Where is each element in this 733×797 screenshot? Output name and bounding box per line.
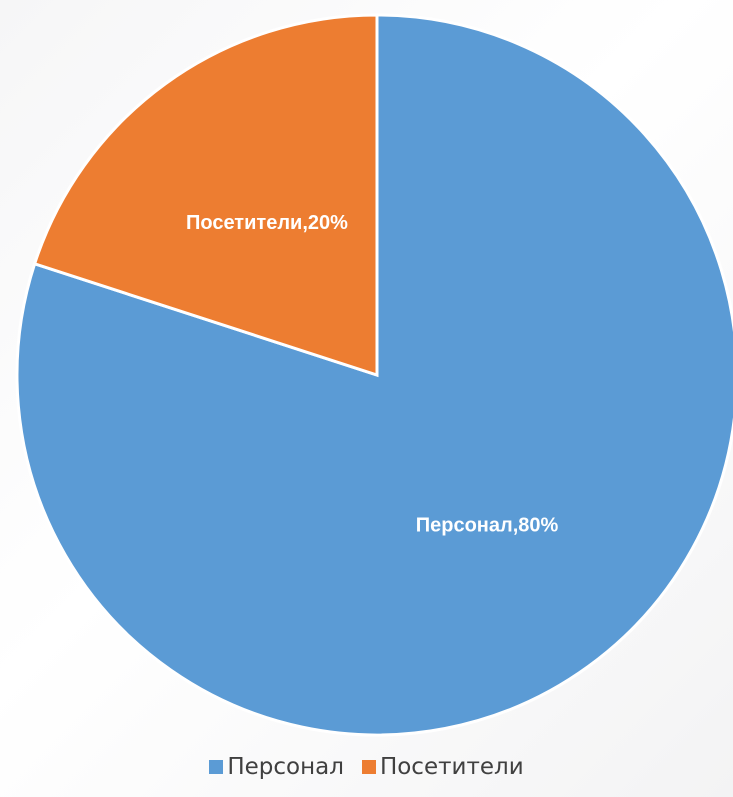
pie-rim <box>16 14 733 736</box>
legend-swatch-visitors <box>361 760 376 774</box>
slice-label-visitors: Посетители,20% <box>186 212 348 234</box>
legend-swatch-personnel <box>209 760 224 774</box>
legend-item-visitors: Посетители <box>361 754 524 780</box>
legend-label-personnel: Персонал <box>227 754 344 780</box>
pie-chart: Персонал,80% Посетители,20% <box>15 13 733 737</box>
chart-legend: Персонал Посетители <box>0 754 733 780</box>
legend-label-visitors: Посетители <box>379 754 524 780</box>
slice-label-personnel: Персонал,80% <box>416 515 559 537</box>
legend-item-personnel: Персонал <box>209 754 344 780</box>
